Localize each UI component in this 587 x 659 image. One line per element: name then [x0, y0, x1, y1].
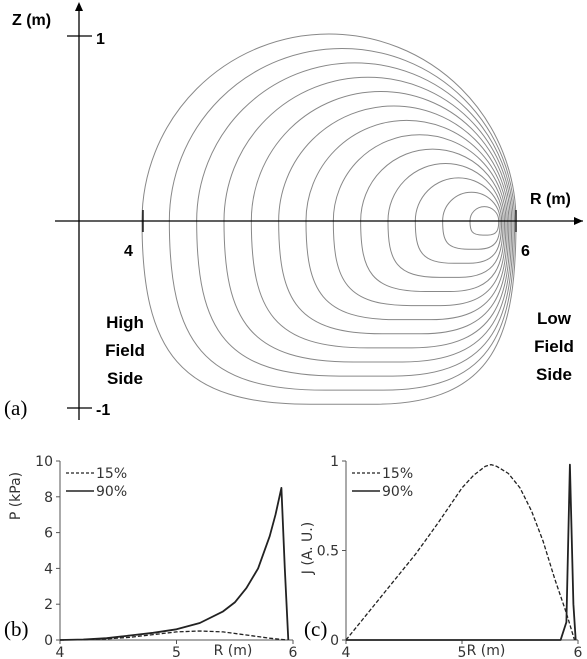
chart-c-series — [345, 463, 577, 641]
chart-b-y-tick-label-5: 10 — [35, 454, 53, 470]
chart-b-legend-label-1: 90% — [96, 484, 127, 500]
chart-c-y-tick-label-1: 0.5 — [317, 544, 339, 560]
chart-c-panel-label: (c) — [304, 617, 327, 641]
flux-surface-6 — [332, 134, 507, 307]
chart-c: 4 5 600.51 15%90% J (A. U.) R (m) (c) — [300, 454, 583, 659]
chart-b-x-tick-label-0: 4 — [56, 645, 65, 659]
chart-b-y-tick-label-0: 0 — [44, 633, 53, 649]
flux-surface-contours — [141, 33, 517, 405]
flux-surface-12 — [168, 47, 516, 391]
chart-c-legend-label-0: 15% — [382, 466, 413, 482]
flux-surface-9 — [250, 91, 511, 349]
chart-b-legend-label-0: 15% — [96, 466, 127, 482]
r-axis-arrow — [574, 217, 583, 225]
chart-c-series-15pct — [345, 463, 576, 641]
chart-c-y-tick-label-0: 0 — [330, 633, 339, 649]
lfs-label-line1: Low — [537, 309, 572, 328]
chart-b-series-90pct — [59, 486, 290, 641]
chart-c-xlabel: R (m) — [467, 643, 506, 659]
chart-b-ticks: 4 5 6 0 2 4 6 8 10 — [35, 454, 297, 659]
flux-surface-11 — [196, 62, 514, 377]
chart-b-legend: 15%90% — [66, 466, 127, 500]
flux-surface-13 — [141, 33, 517, 405]
flux-surface-10 — [223, 76, 513, 363]
z-axis-arrow — [75, 2, 83, 11]
chart-b-axes — [59, 461, 293, 641]
chart-b-ylabel: P (kPa) — [8, 472, 24, 520]
hfs-label-line1: High — [106, 313, 144, 332]
chart-b-x-tick-label-1: 5 — [172, 645, 181, 659]
r-tick-label-6: 6 — [521, 243, 530, 260]
panel-a: Z (m) 1 -1 R (m) 4 6 High Field Side Low… — [4, 2, 583, 420]
hfs-label-line2: Field — [105, 341, 145, 360]
chart-b-y-tick-label-3: 6 — [44, 526, 53, 542]
lfs-label-line2: Field — [534, 337, 574, 356]
chart-c-ticks: 4 5 6 0 0.5 1 — [317, 454, 583, 659]
flux-surface-3 — [414, 177, 503, 264]
chart-c-series-90pct — [346, 463, 577, 641]
chart-c-y-tick-label-2: 1 — [330, 454, 339, 470]
chart-b-panel-label: (b) — [4, 617, 29, 641]
chart-b-series — [59, 486, 290, 641]
chart-c-x-tick-label-1: 5 — [458, 645, 467, 659]
chart-b-xlabel: R (m) — [214, 643, 253, 659]
r-axis-label: R (m) — [530, 191, 571, 208]
flux-surface-1 — [469, 206, 500, 236]
panel-a-label: (a) — [4, 396, 27, 420]
z-axis-label: Z (m) — [12, 12, 51, 29]
chart-b-x-tick-label-2: 6 — [289, 645, 298, 659]
flux-surface-4 — [387, 163, 504, 278]
hfs-label-line3: Side — [107, 369, 143, 388]
flux-surface-7 — [305, 119, 508, 321]
chart-c-axes — [345, 461, 578, 641]
chart-c-x-tick-label-0: 4 — [342, 645, 351, 659]
chart-c-ylabel: J (A. U.) — [300, 522, 316, 575]
chart-c-legend: 15%90% — [352, 466, 413, 500]
chart-b-y-tick-label-2: 4 — [44, 561, 53, 577]
z-tick-label-bottom: -1 — [96, 402, 110, 419]
chart-b-y-tick-label-4: 8 — [44, 490, 53, 506]
chart-c-x-tick-label-2: 6 — [574, 645, 583, 659]
z-tick-label-top: 1 — [96, 31, 105, 48]
flux-surface-8 — [278, 105, 510, 335]
flux-surface-5 — [360, 148, 505, 292]
chart-b-y-tick-label-1: 2 — [44, 597, 53, 613]
chart-c-legend-label-1: 90% — [382, 484, 413, 500]
lfs-label-line3: Side — [536, 365, 572, 384]
r-tick-label-4: 4 — [124, 243, 133, 260]
